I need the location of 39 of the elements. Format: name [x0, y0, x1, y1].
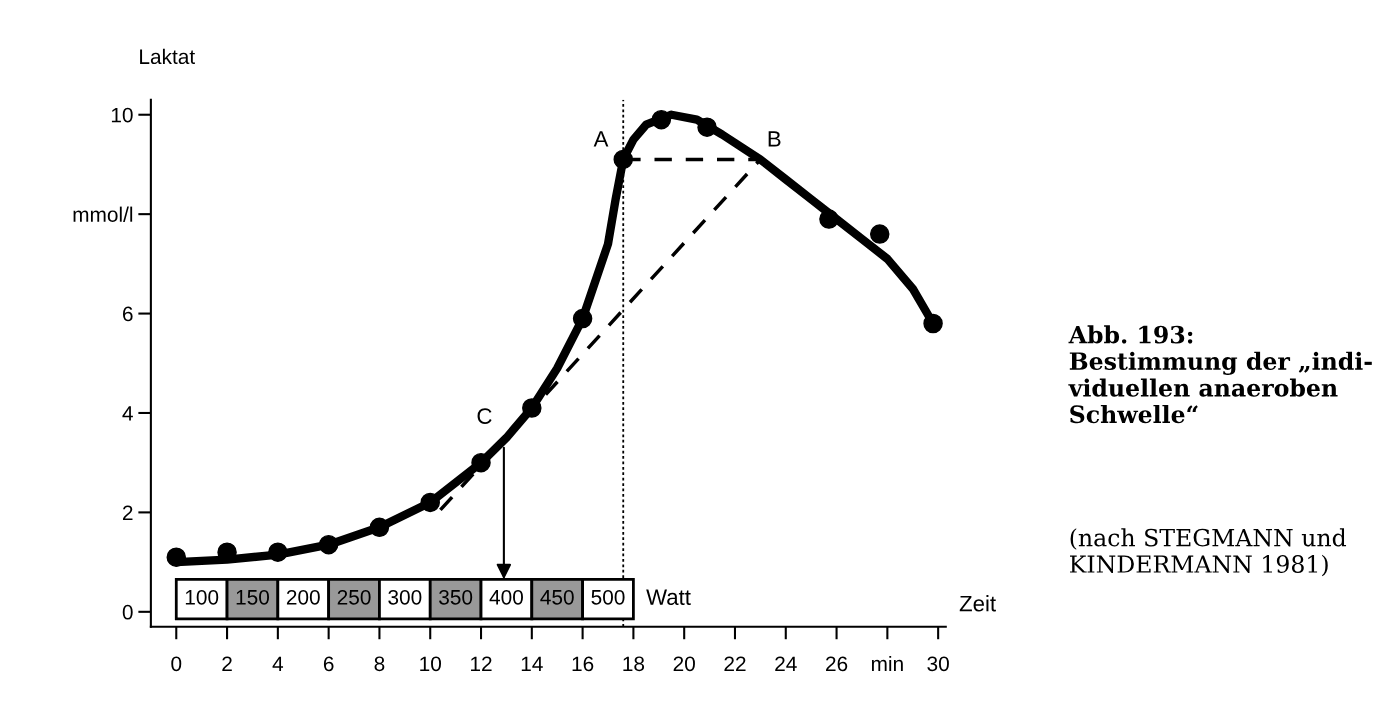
x-tick-label: 12: [471, 656, 492, 671]
annotation: 350: [439, 589, 473, 605]
annotation: A: [593, 131, 609, 147]
annotation: 200: [286, 589, 320, 605]
annotation: Watt: [646, 589, 691, 606]
annotation: 400: [489, 589, 523, 605]
y-tick-label: 0: [122, 604, 133, 620]
x-tick-label: 22: [724, 656, 746, 671]
x-tick-label: 4: [272, 656, 284, 671]
y-tick-label: 4: [122, 406, 133, 421]
y-tick-label: 10: [111, 107, 133, 123]
y-tick-label: 6: [122, 306, 133, 322]
annotation: 500: [591, 589, 625, 605]
annotation: C: [477, 408, 492, 424]
x-tick-label: 0: [171, 656, 182, 672]
y-tick-label: mmol/l: [73, 206, 133, 222]
x-tick-label: 30: [927, 656, 949, 672]
x-tick-label: 2: [222, 656, 232, 671]
x-tick-label: 26: [826, 656, 848, 672]
y-axis-title: Laktat: [140, 48, 195, 65]
x-tick-label: 24: [775, 656, 797, 671]
text: (nach STEGMANN und KINDERMANN 1981): [1070, 528, 1347, 577]
x-axis-title: Zeit: [959, 595, 996, 612]
x-tick-label: min: [871, 655, 903, 671]
x-tick-label: 8: [374, 656, 385, 672]
x-tick-label: 14: [521, 656, 543, 671]
x-tick-label: 16: [572, 656, 594, 672]
x-tick-label: 20: [673, 656, 695, 672]
x-tick-label: 10: [420, 656, 441, 672]
annotation: B: [768, 131, 781, 147]
annotation: 450: [540, 589, 574, 605]
annotation: 150: [236, 589, 270, 605]
x-tick-label: 18: [623, 656, 645, 672]
caption: Abb. 193: Bestimmung der „indi- viduellen anaeroben Schwelle“: [1068, 325, 1372, 424]
annotation: 100: [185, 589, 219, 605]
annotation: 300: [388, 589, 422, 605]
y-tick-label: 2: [122, 505, 133, 520]
annotation: 250: [337, 589, 371, 605]
x-tick-label: 6: [323, 656, 334, 672]
